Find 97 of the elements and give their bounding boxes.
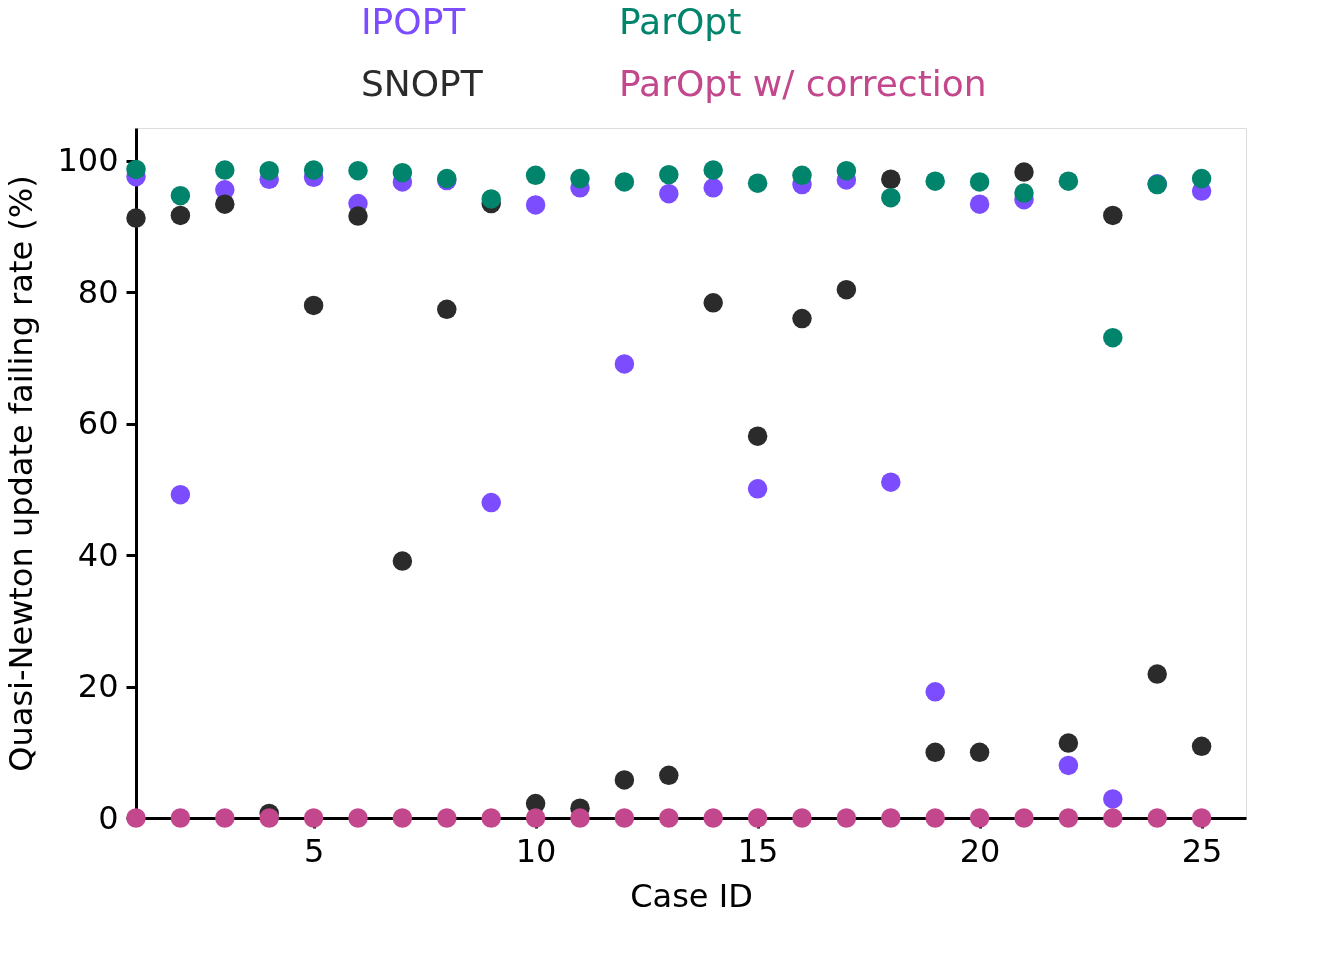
text: IPOPT <box>361 1 467 42</box>
point <box>969 742 990 763</box>
point <box>881 169 901 189</box>
point <box>392 162 413 183</box>
point <box>348 808 368 828</box>
point <box>1191 808 1212 828</box>
point <box>1103 789 1123 809</box>
point <box>1058 733 1079 753</box>
point <box>659 765 679 786</box>
point <box>881 808 901 828</box>
point <box>259 160 279 181</box>
point <box>303 808 324 828</box>
point <box>525 808 546 828</box>
point <box>1191 736 1212 757</box>
point <box>614 172 635 192</box>
point <box>392 551 413 571</box>
point <box>1147 808 1167 828</box>
point <box>925 682 945 702</box>
point <box>703 808 723 828</box>
point <box>525 165 546 186</box>
point <box>348 160 368 181</box>
point <box>747 173 768 193</box>
point <box>925 742 945 763</box>
point <box>303 160 324 180</box>
point <box>836 808 857 828</box>
x-tick-label: 25 <box>1181 831 1223 870</box>
point <box>1191 168 1212 189</box>
point <box>570 168 590 189</box>
point <box>170 808 191 828</box>
point <box>392 808 413 828</box>
point <box>703 293 723 313</box>
point <box>659 183 679 204</box>
point <box>259 808 279 828</box>
point <box>1058 755 1079 776</box>
point <box>170 484 191 505</box>
point <box>215 160 235 180</box>
point <box>1058 808 1079 828</box>
point <box>170 205 191 226</box>
point <box>215 808 235 828</box>
point <box>792 165 812 186</box>
point <box>570 808 590 828</box>
point <box>437 808 457 828</box>
point <box>126 159 146 180</box>
point <box>659 808 679 828</box>
x-tick-label: 15 <box>737 831 779 870</box>
point <box>126 208 146 228</box>
x-tick-label: 20 <box>959 831 1001 870</box>
y-tick-label: 0 <box>98 798 119 837</box>
point <box>747 426 768 446</box>
point <box>881 472 901 492</box>
text: ParOpt w/ correction <box>619 63 987 104</box>
y-tick-label: 60 <box>77 404 119 443</box>
point <box>1014 162 1034 182</box>
point <box>1014 808 1034 828</box>
point <box>437 299 457 320</box>
point <box>215 194 235 214</box>
point <box>969 194 990 214</box>
y-tick-label: 40 <box>77 535 119 574</box>
point <box>747 479 768 499</box>
point <box>925 171 945 191</box>
y-tick-label: 100 <box>57 141 119 180</box>
point <box>881 187 901 208</box>
y-tick-label: 20 <box>77 667 119 706</box>
y-tick-label: 80 <box>77 272 119 311</box>
point <box>525 195 546 215</box>
point <box>1147 664 1167 684</box>
point <box>1103 327 1123 348</box>
x-axis-title: Case ID <box>630 876 753 915</box>
point <box>614 808 635 828</box>
point <box>303 295 324 316</box>
point <box>1103 205 1123 226</box>
x-tick-label: 10 <box>515 831 557 870</box>
point <box>836 279 857 300</box>
point <box>481 492 501 513</box>
point <box>1103 808 1123 828</box>
text: SNOPT <box>361 63 484 104</box>
point <box>348 206 368 226</box>
x-tick-label: 5 <box>303 831 325 870</box>
point <box>747 808 768 828</box>
point <box>792 308 812 329</box>
point <box>481 808 501 828</box>
point <box>792 808 812 828</box>
y-axis-title: Quasi-Newton update failing rate (%) <box>2 175 41 772</box>
point <box>659 164 679 185</box>
point <box>614 354 635 374</box>
point <box>836 160 857 181</box>
point <box>1058 171 1079 191</box>
point <box>969 808 990 828</box>
point <box>969 172 990 192</box>
point <box>170 185 191 206</box>
point <box>925 808 945 828</box>
point <box>1014 183 1034 203</box>
point <box>481 189 501 209</box>
point <box>703 160 723 180</box>
point <box>703 178 723 198</box>
point <box>614 770 635 790</box>
text: ParOpt <box>619 1 742 42</box>
